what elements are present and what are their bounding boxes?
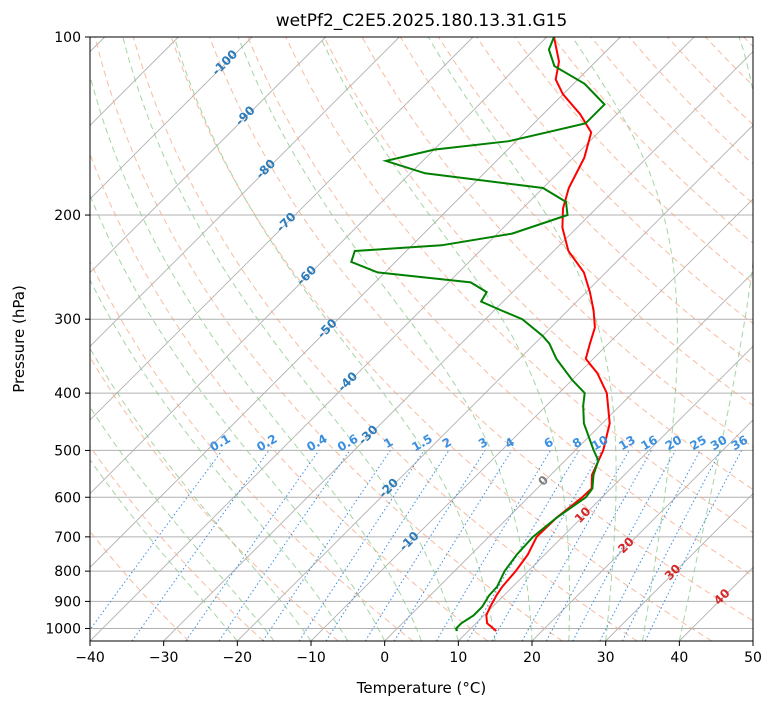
isotherm-line bbox=[90, 37, 547, 495]
isotherm-line bbox=[605, 493, 753, 641]
isotherm-line bbox=[90, 37, 253, 200]
dry-adiabat-line bbox=[285, 37, 753, 534]
mixing-ratio-line bbox=[298, 450, 425, 641]
y-tick-label: 200 bbox=[54, 208, 81, 224]
mixing-ratio-line bbox=[131, 450, 270, 641]
dry-adiabat-line bbox=[132, 37, 638, 641]
y-tick-label: 100 bbox=[54, 30, 81, 46]
dry-adiabat-line bbox=[514, 37, 753, 284]
mixing-ratio-line bbox=[521, 450, 630, 641]
isotherm-line bbox=[531, 419, 753, 641]
dry-adiabat-line bbox=[247, 37, 753, 577]
moist-adiabat-line bbox=[237, 37, 533, 641]
moist-adiabat-line bbox=[319, 37, 570, 641]
y-tick-label: 300 bbox=[54, 312, 81, 328]
isotherm-line bbox=[458, 345, 753, 641]
dry-adiabat-line bbox=[323, 37, 753, 491]
mixing-ratio-line bbox=[644, 450, 742, 641]
x-tick-label: 40 bbox=[670, 650, 688, 666]
isotherm-line bbox=[90, 37, 326, 274]
mixing-ratio-line bbox=[393, 450, 513, 641]
mixing-ratio-line bbox=[325, 450, 450, 641]
y-axis-title: Pressure (hPa) bbox=[10, 285, 28, 393]
mixing-ratio-line bbox=[545, 450, 652, 641]
moist-adiabat-line bbox=[90, 73, 422, 641]
mixing-ratio-line bbox=[90, 450, 223, 631]
moist-adiabat-line bbox=[90, 347, 312, 641]
y-tick-label: 900 bbox=[54, 594, 81, 610]
y-tick-label: 1000 bbox=[45, 621, 81, 637]
mixing-ratio-line bbox=[218, 450, 351, 641]
moist-adiabat-line bbox=[678, 37, 753, 641]
x-tick-label: −40 bbox=[75, 650, 105, 666]
x-tick-label: −10 bbox=[296, 650, 326, 666]
mixing-ratio-line bbox=[185, 450, 320, 641]
dry-adiabat-line bbox=[209, 37, 753, 622]
mixing-ratio-line bbox=[572, 450, 676, 641]
dry-adiabat-line bbox=[90, 445, 264, 641]
dry-adiabat-line bbox=[476, 37, 753, 325]
moist-adiabat-line bbox=[90, 458, 238, 641]
x-tick-label: 20 bbox=[523, 650, 541, 666]
dry-adiabat-line bbox=[90, 356, 339, 641]
moist-adiabat-line bbox=[90, 193, 386, 641]
x-tick-label: 30 bbox=[597, 650, 615, 666]
isotherm-line bbox=[384, 272, 753, 641]
dewpoint-profile-line bbox=[350, 37, 606, 632]
x-tick-label: −30 bbox=[149, 650, 179, 666]
isotherm-line bbox=[90, 37, 400, 347]
x-tick-label: −20 bbox=[223, 650, 253, 666]
moist-adiabat-line bbox=[90, 406, 275, 641]
x-tick-label: 50 bbox=[744, 650, 762, 666]
y-tick-label: 400 bbox=[54, 386, 81, 402]
temperature-profile-line bbox=[485, 37, 611, 632]
x-axis-title: Temperature (°C) bbox=[356, 679, 486, 697]
y-tick-label: 600 bbox=[54, 490, 81, 506]
mixing-ratio-line bbox=[262, 450, 391, 641]
dry-adiabat-line bbox=[94, 37, 563, 641]
moist-adiabat-line bbox=[427, 37, 617, 641]
y-tick-label: 700 bbox=[54, 530, 81, 546]
moist-adiabat-line bbox=[122, 37, 459, 641]
dry-adiabat-line bbox=[90, 260, 414, 641]
isotherm-line bbox=[90, 37, 474, 421]
isotherm-line bbox=[163, 51, 753, 641]
chart-title: wetPf2_C2E5.2025.180.13.31.G15 bbox=[276, 11, 568, 31]
dry-adiabat-line bbox=[170, 37, 712, 641]
mixing-ratio-line bbox=[621, 450, 722, 641]
isotherm-line bbox=[237, 124, 753, 641]
moist-adiabat-line bbox=[571, 37, 678, 641]
x-tick-label: 10 bbox=[449, 650, 467, 666]
y-tick-label: 800 bbox=[54, 564, 81, 580]
y-tick-label: 500 bbox=[54, 443, 81, 459]
x-tick-label: 0 bbox=[380, 650, 389, 666]
plot-frame bbox=[89, 36, 754, 642]
